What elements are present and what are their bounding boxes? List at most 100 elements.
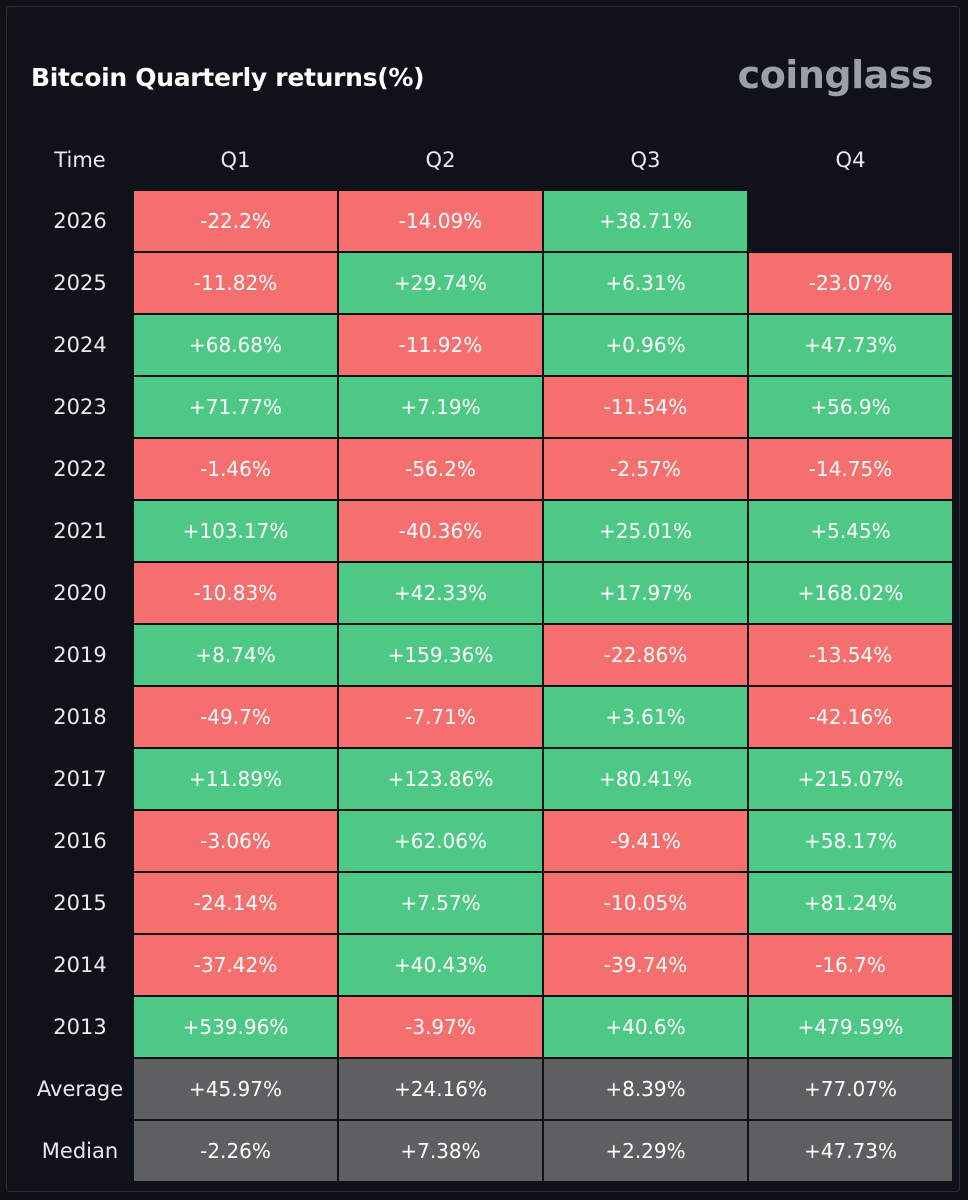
return-cell-q1: -49.7% <box>133 686 338 748</box>
year-label: 2022 <box>53 457 107 481</box>
return-cell-q4: -16.7% <box>748 934 953 996</box>
return-cell-q2: +29.74% <box>338 252 543 314</box>
return-cell-q2: +123.86% <box>338 748 543 810</box>
return-cell-q4: +77.07% <box>748 1058 953 1120</box>
year-label: 2025 <box>53 271 107 295</box>
year-label: 2019 <box>53 643 107 667</box>
return-cell-q2: -40.36% <box>338 500 543 562</box>
column-header-time: Time <box>54 148 106 172</box>
table-row: 2024 +68.68% -11.92% +0.96% +47.73% <box>27 314 953 376</box>
return-cell-q3: -2.57% <box>543 438 748 500</box>
column-header-q1: Q1 <box>220 148 251 172</box>
return-cell-q4: +479.59% <box>748 996 953 1058</box>
return-cell-q4: +56.9% <box>748 376 953 438</box>
return-cell-q1: -11.82% <box>133 252 338 314</box>
return-cell-q3: +2.29% <box>543 1120 748 1182</box>
table-row: 2015 -24.14% +7.57% -10.05% +81.24% <box>27 872 953 934</box>
summary-label: Median <box>41 1139 119 1163</box>
table-row: 2013 +539.96% -3.97% +40.6% +479.59% <box>27 996 953 1058</box>
return-cell-q3: +38.71% <box>543 190 748 252</box>
return-cell-q2: +62.06% <box>338 810 543 872</box>
return-cell-q2: +42.33% <box>338 562 543 624</box>
return-cell-q1: -10.83% <box>133 562 338 624</box>
return-cell-q4: +58.17% <box>748 810 953 872</box>
return-cell-q2: +24.16% <box>338 1058 543 1120</box>
header-row: Time Q1 Q2 Q3 Q4 <box>27 130 953 190</box>
year-label: 2023 <box>53 395 107 419</box>
return-cell-q2: -7.71% <box>338 686 543 748</box>
return-cell-q1: +8.74% <box>133 624 338 686</box>
column-header-q2: Q2 <box>425 148 456 172</box>
return-cell-q2: +7.19% <box>338 376 543 438</box>
return-cell-q2: -14.09% <box>338 190 543 252</box>
return-cell-q4: +47.73% <box>748 314 953 376</box>
table-row: 2021 +103.17% -40.36% +25.01% +5.45% <box>27 500 953 562</box>
return-cell-q1: -22.2% <box>133 190 338 252</box>
return-cell-q1: -3.06% <box>133 810 338 872</box>
return-cell-q3: +3.61% <box>543 686 748 748</box>
return-cell-q2: +159.36% <box>338 624 543 686</box>
year-label: 2015 <box>53 891 107 915</box>
return-cell-q3: +80.41% <box>543 748 748 810</box>
table-row: 2025 -11.82% +29.74% +6.31% -23.07% <box>27 252 953 314</box>
return-cell-q4: +81.24% <box>748 872 953 934</box>
return-cell-q1: -2.26% <box>133 1120 338 1182</box>
return-cell-q1: +11.89% <box>133 748 338 810</box>
return-cell-q4: +168.02% <box>748 562 953 624</box>
year-label: 2024 <box>53 333 107 357</box>
return-cell-q2: -11.92% <box>338 314 543 376</box>
return-cell-q4: -14.75% <box>748 438 953 500</box>
table-body: 2026 -22.2% -14.09% +38.71% 2025 -11.82% +29.7… <box>27 190 953 1182</box>
return-cell-q1: +103.17% <box>133 500 338 562</box>
return-cell-q1: -37.42% <box>133 934 338 996</box>
year-label: 2020 <box>53 581 107 605</box>
return-cell-q1: +68.68% <box>133 314 338 376</box>
return-cell-q4: -13.54% <box>748 624 953 686</box>
return-cell-q1: +45.97% <box>133 1058 338 1120</box>
chart-title: Bitcoin Quarterly returns(%) <box>31 63 425 92</box>
return-cell-q4: +5.45% <box>748 500 953 562</box>
table-row: 2014 -37.42% +40.43% -39.74% -16.7% <box>27 934 953 996</box>
year-label: 2021 <box>53 519 107 543</box>
return-cell-q1: +71.77% <box>133 376 338 438</box>
return-cell-q3: -9.41% <box>543 810 748 872</box>
year-label: 2014 <box>53 953 107 977</box>
return-cell-q3: +0.96% <box>543 314 748 376</box>
return-cell-q3: -39.74% <box>543 934 748 996</box>
summary-row: Median -2.26% +7.38% +2.29% +47.73% <box>27 1120 953 1182</box>
return-cell-q4 <box>748 190 953 252</box>
year-label: 2016 <box>53 829 107 853</box>
year-label: 2017 <box>53 767 107 791</box>
year-label: 2018 <box>53 705 107 729</box>
table-row: 2022 -1.46% -56.2% -2.57% -14.75% <box>27 438 953 500</box>
return-cell-q1: -24.14% <box>133 872 338 934</box>
coinglass-logo: coinglass <box>737 53 934 97</box>
return-cell-q3: +8.39% <box>543 1058 748 1120</box>
table-row: 2020 -10.83% +42.33% +17.97% +168.02% <box>27 562 953 624</box>
table-row: 2023 +71.77% +7.19% -11.54% +56.9% <box>27 376 953 438</box>
summary-row: Average +45.97% +24.16% +8.39% +77.07% <box>27 1058 953 1120</box>
return-cell-q4: -42.16% <box>748 686 953 748</box>
return-cell-q3: +6.31% <box>543 252 748 314</box>
table-row: 2026 -22.2% -14.09% +38.71% <box>27 190 953 252</box>
table-row: 2016 -3.06% +62.06% -9.41% +58.17% <box>27 810 953 872</box>
return-cell-q4: -23.07% <box>748 252 953 314</box>
return-cell-q3: -10.05% <box>543 872 748 934</box>
return-cell-q3: -22.86% <box>543 624 748 686</box>
table-row: 2019 +8.74% +159.36% -22.86% -13.54% <box>27 624 953 686</box>
return-cell-q2: -56.2% <box>338 438 543 500</box>
return-cell-q2: +7.38% <box>338 1120 543 1182</box>
return-cell-q4: +47.73% <box>748 1120 953 1182</box>
table-row: 2018 -49.7% -7.71% +3.61% -42.16% <box>27 686 953 748</box>
return-cell-q1: -1.46% <box>133 438 338 500</box>
quarterly-returns-table: Time Q1 Q2 Q3 Q4 2026 -22.2% -14.09% +38.71… <box>27 130 953 1182</box>
return-cell-q3: -11.54% <box>543 376 748 438</box>
return-cell-q2: +40.43% <box>338 934 543 996</box>
column-header-q4: Q4 <box>835 148 866 172</box>
return-cell-q2: +7.57% <box>338 872 543 934</box>
return-cell-q3: +25.01% <box>543 500 748 562</box>
summary-label: Average <box>36 1077 124 1101</box>
year-label: 2026 <box>53 209 107 233</box>
year-label: 2013 <box>53 1015 107 1039</box>
return-cell-q4: +215.07% <box>748 748 953 810</box>
